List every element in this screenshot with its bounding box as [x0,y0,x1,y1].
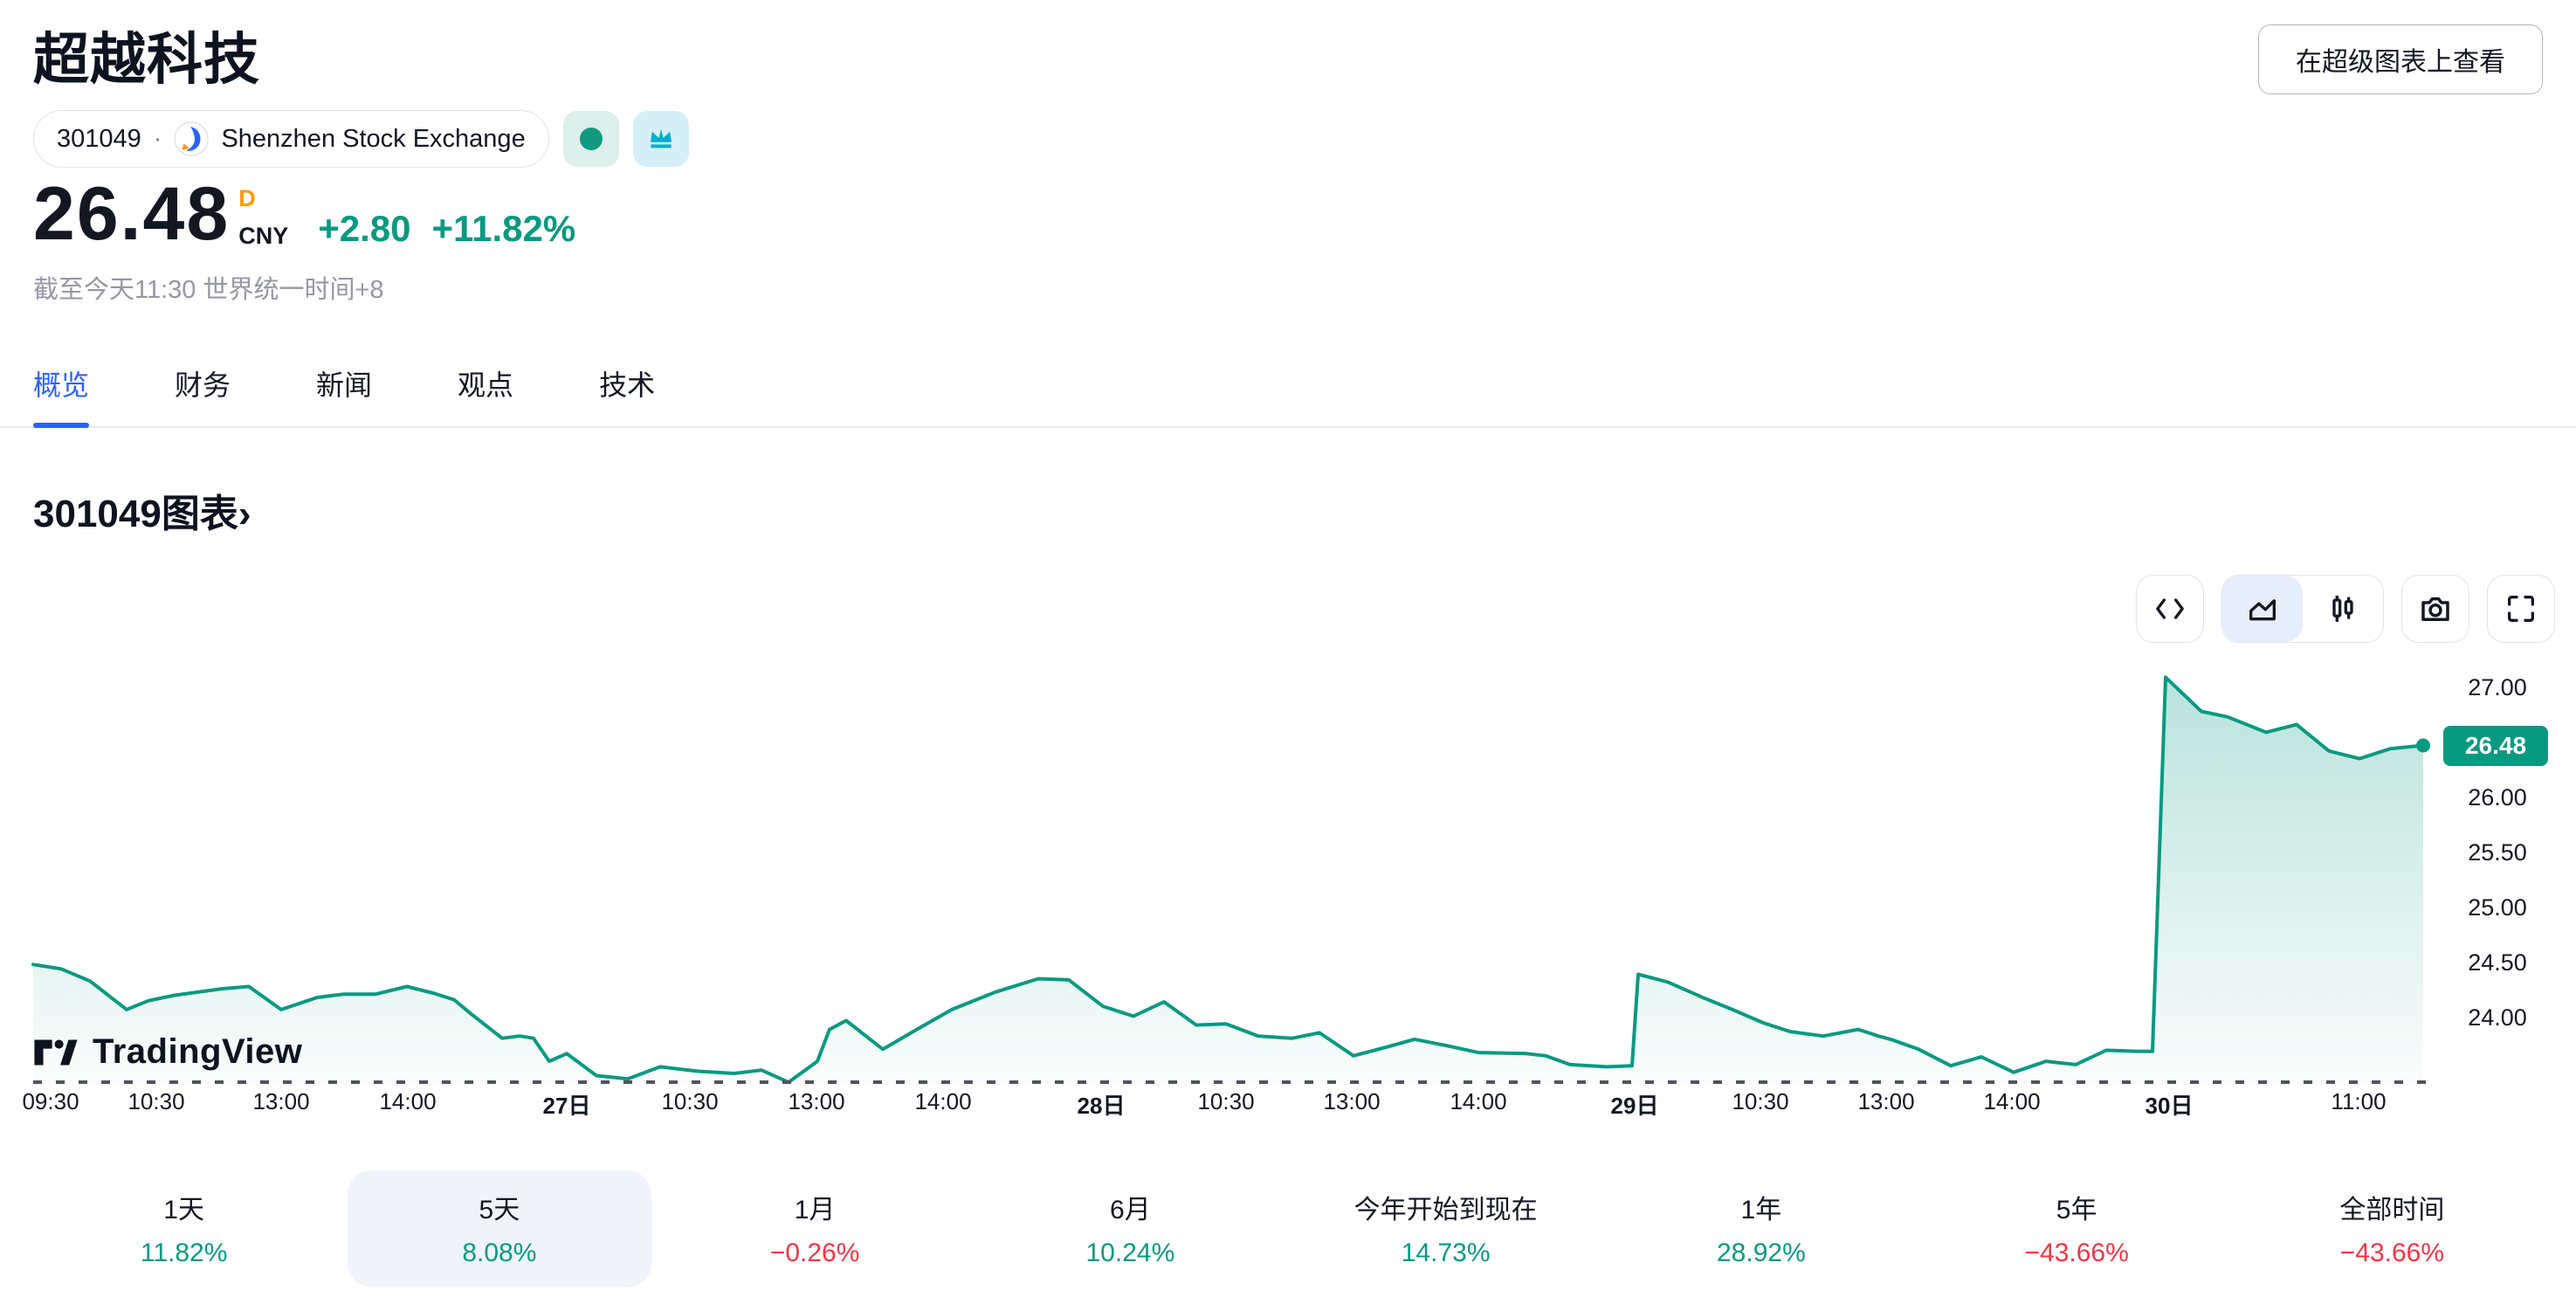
code-icon [2156,598,2184,619]
time-axis-label: 10:30 [1197,1088,1255,1114]
time-axis-label: 29日 [1610,1093,1659,1119]
time-axis-label: 10:30 [661,1088,719,1114]
change-percent: +11.82% [431,208,576,249]
time-axis-label: 14:00 [1983,1088,2041,1114]
time-axis-label: 14:00 [914,1088,972,1114]
time-axis-label: 13:00 [1323,1088,1381,1114]
period-change: 28.92% [1717,1238,1806,1267]
tab-0[interactable]: 概览 [33,351,90,428]
price-axis-label: 25.50 [2468,839,2527,866]
time-axis-label: 10:30 [127,1088,185,1114]
time-axis-label: 14:00 [379,1088,437,1114]
period-change: −43.66% [2339,1238,2445,1267]
price-axis-label: 24.50 [2468,949,2527,976]
price-axis-label: 26.00 [2468,784,2527,811]
last-price-marker [2416,738,2430,753]
time-axis-label: 28日 [1077,1093,1126,1119]
symbol-row: 301049 · Shenzhen Stock Exchange [33,110,2543,168]
market-open-dot-icon [579,128,603,150]
period-2[interactable]: 1月 −0.26% [658,1170,973,1287]
period-change: 11.82% [140,1238,228,1267]
chart-section-heading-link[interactable]: 301049图表› [33,493,251,535]
period-label: 1年 [1740,1196,1782,1225]
currency-label: CNY [238,223,289,249]
price-axis-label: 24.00 [2468,1004,2527,1031]
area-chart-type-button[interactable] [2222,576,2303,642]
time-axis-label: 13:00 [1857,1088,1915,1114]
time-axis-label: 13:00 [788,1088,845,1114]
premium-crown-badge[interactable] [632,111,689,167]
period-3[interactable]: 6月 10.24% [973,1170,1288,1287]
period-0[interactable]: 1天 11.82% [26,1170,341,1287]
symbol-separator: · [153,124,162,153]
quote-row: 26.48 D CNY +2.80 +11.82% [0,168,2576,252]
time-axis-label: 30日 [2145,1093,2194,1119]
time-axis-label: 13:00 [252,1088,310,1114]
period-change: 8.08% [462,1238,537,1267]
change-absolute: +2.80 [318,208,411,249]
price-area-chart[interactable] [0,547,2576,1141]
tradingview-logo-icon [34,1039,78,1065]
period-label: 今年开始到现在 [1353,1196,1538,1225]
period-label: 6月 [1110,1196,1151,1225]
source-code-button[interactable] [2136,575,2204,643]
period-6[interactable]: 5年 −43.66% [1919,1170,2235,1287]
tab-bar: 概览 财务 新闻 观点 技术 [0,351,2576,428]
candlestick-icon [2332,596,2353,622]
time-axis-label: 09:30 [22,1088,79,1114]
period-label: 1月 [794,1196,836,1225]
candlestick-chart-type-button[interactable] [2303,576,2383,642]
tradingview-logo-text: TradingView [93,1032,303,1071]
tab-4[interactable]: 技术 [599,369,656,401]
fullscreen-icon [2508,596,2534,622]
period-change: 14.73% [1401,1238,1491,1267]
price-meta: D CNY [238,183,288,252]
tab-3[interactable]: 观点 [458,369,514,401]
period-1[interactable]: 5天 8.08% [341,1170,657,1287]
price-axis-label: 27.00 [2468,674,2527,700]
period-change: 10.24% [1085,1238,1175,1267]
chart-block: 27.00 26.00 25.50 25.00 24.50 24.00 26.48 09:… [0,547,2576,1141]
time-axis-label: 27日 [542,1093,591,1119]
price-axis-label: 25.00 [2468,894,2527,921]
period-change: −0.26% [769,1238,860,1267]
time-axis-label: 14:00 [1450,1088,1507,1114]
as-of-timestamp: 截至今天11:30 世界统一时间+8 [33,276,384,304]
camera-icon [2421,597,2449,621]
crown-icon [650,128,672,148]
stock-name-title: 超越科技 [33,28,260,91]
header: 超越科技 301049 · Shenzhen Stock Exchange [0,0,2576,168]
area-chart-icon [2249,599,2276,621]
chart-toolbar [2136,575,2555,643]
view-on-superchart-button[interactable]: 在超级图表上查看 [2258,24,2543,94]
symbol-pill[interactable]: 301049 · Shenzhen Stock Exchange [33,110,549,168]
last-price-tag: 26.48 [2443,725,2548,766]
symbol-code: 301049 [57,124,141,153]
chart-type-switch [2221,575,2384,643]
period-label: 全部时间 [2339,1196,2445,1225]
tab-1[interactable]: 财务 [175,369,231,401]
tab-2[interactable]: 新闻 [316,369,373,401]
period-change: −43.66% [2024,1238,2129,1267]
interval-badge: D [238,185,256,211]
time-axis-label: 11:00 [2331,1088,2387,1114]
time-axis-label: 10:30 [1732,1088,1789,1114]
exchange-logo-icon [174,121,210,156]
period-4[interactable]: 今年开始到现在 14.73% [1288,1170,1603,1287]
period-label: 1天 [163,1196,204,1225]
period-selector: 1天 11.82% 5天 8.08% 1月 −0.26% 6月 10.24% 今年开始到现在 14… [0,1170,2576,1287]
price-change: +2.80 +11.82% [318,208,575,250]
period-label: 5年 [2056,1196,2097,1225]
exchange-name: Shenzhen Stock Exchange [221,124,526,153]
period-7[interactable]: 全部时间 −43.66% [2235,1170,2550,1287]
screenshot-button[interactable] [2401,575,2469,643]
last-price: 26.48 [33,172,231,256]
market-status-badge[interactable] [562,111,619,167]
fullscreen-button[interactable] [2487,575,2555,643]
period-label: 5天 [479,1196,520,1225]
tradingview-attribution-link[interactable]: TradingView [33,1032,302,1072]
period-5[interactable]: 1年 28.92% [1603,1170,1918,1287]
